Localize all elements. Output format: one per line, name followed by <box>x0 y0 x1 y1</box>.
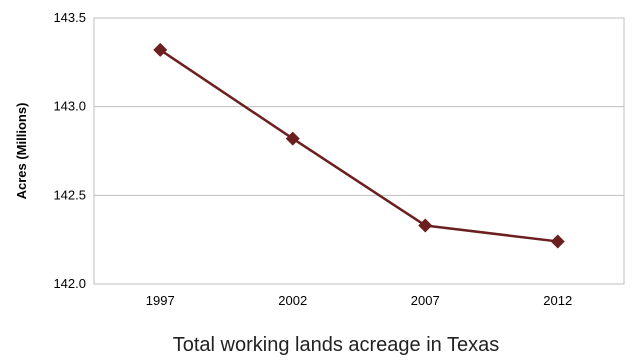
y-tick-label: 143.0 <box>53 99 86 114</box>
data-point <box>551 234 565 248</box>
chart-caption: Total working lands acreage in Texas <box>173 334 499 356</box>
x-tick-label: 2002 <box>278 293 307 308</box>
y-axis-ticks: 142.0 142.5 143.0 143.5 <box>53 10 86 291</box>
y-tick-label: 143.5 <box>53 10 86 25</box>
series-group <box>153 43 565 249</box>
data-point <box>418 218 432 232</box>
x-tick-label: 1997 <box>146 293 175 308</box>
y-tick-label: 142.5 <box>53 187 86 202</box>
y-tick-label: 142.0 <box>53 276 86 291</box>
data-point <box>286 132 300 146</box>
series-line <box>160 50 558 242</box>
y-axis-title: Acres (Millions) <box>14 103 29 200</box>
x-tick-label: 2007 <box>411 293 440 308</box>
data-point <box>153 43 167 57</box>
x-tick-label: 2012 <box>543 293 572 308</box>
x-axis-ticks: 1997 2002 2007 2012 <box>146 293 572 308</box>
